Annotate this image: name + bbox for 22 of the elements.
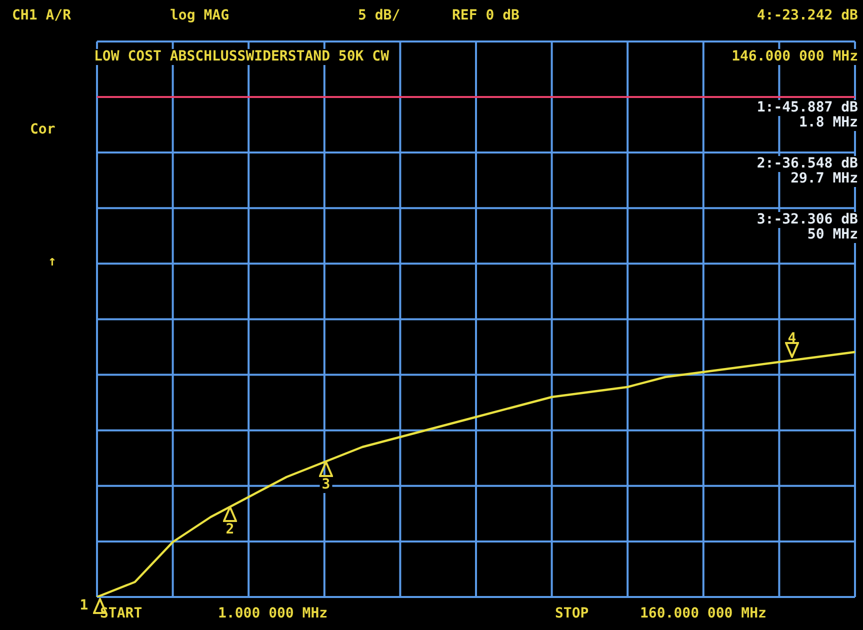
text: 146.000 000 MHz: [732, 48, 858, 65]
text: log MAG: [170, 8, 230, 24]
text: Cor: [30, 122, 56, 138]
annotation: 2:-36.548 dB: [756, 156, 858, 172]
annotation: 3: [322, 476, 330, 493]
annotation: 29.7 MHz: [790, 170, 858, 187]
text: 5 dB/: [358, 8, 400, 24]
text: 4:-23.242 dB: [756, 8, 858, 24]
text: LOW COST ABSCHLUSSWIDERSTAND 50K CW: [94, 48, 390, 65]
annotation: 2: [226, 522, 234, 538]
text: REF 0 dB: [452, 8, 520, 24]
text: ↑: [48, 254, 56, 270]
annotation: 4: [788, 330, 796, 347]
annotation: 50 MHz: [807, 226, 858, 243]
text: 1: [80, 598, 88, 614]
annotation: 1.8 MHz: [798, 114, 858, 131]
text: 1.000 000 MHz: [218, 606, 328, 622]
text: 160.000 000 MHz: [640, 606, 766, 622]
text: STOP: [555, 606, 589, 622]
annotation: 3:-32.306 dB: [756, 212, 858, 228]
annotation: 1:-45.887 dB: [756, 100, 858, 116]
text: CH1 A/R: [12, 8, 72, 24]
